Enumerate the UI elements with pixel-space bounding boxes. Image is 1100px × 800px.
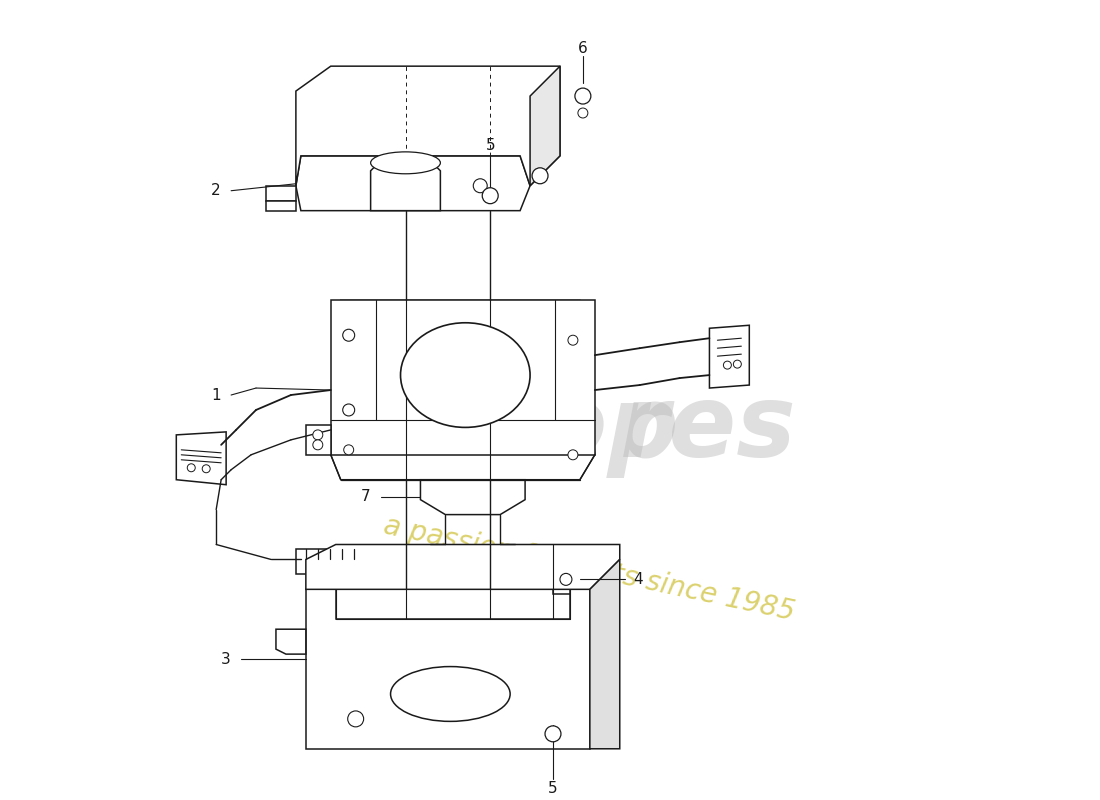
Circle shape	[343, 445, 354, 455]
Circle shape	[568, 335, 578, 345]
Circle shape	[560, 574, 572, 586]
Text: res: res	[619, 382, 796, 478]
Polygon shape	[331, 300, 595, 480]
Polygon shape	[266, 186, 296, 201]
Polygon shape	[296, 550, 371, 574]
Text: 2: 2	[211, 183, 221, 198]
Circle shape	[312, 440, 322, 450]
Polygon shape	[420, 480, 525, 514]
Circle shape	[532, 168, 548, 184]
Ellipse shape	[390, 666, 510, 722]
Polygon shape	[306, 425, 331, 455]
Polygon shape	[371, 161, 440, 210]
Circle shape	[568, 450, 578, 460]
Circle shape	[343, 330, 354, 342]
Text: 5: 5	[485, 138, 495, 154]
Polygon shape	[276, 630, 306, 654]
Circle shape	[312, 430, 322, 440]
Circle shape	[734, 360, 741, 368]
Polygon shape	[176, 432, 227, 485]
Circle shape	[544, 726, 561, 742]
Polygon shape	[296, 66, 560, 186]
Polygon shape	[553, 565, 580, 594]
Text: 1: 1	[211, 387, 221, 402]
Polygon shape	[266, 201, 296, 210]
Circle shape	[473, 178, 487, 193]
Polygon shape	[331, 300, 595, 455]
Circle shape	[482, 188, 498, 204]
Polygon shape	[590, 559, 619, 749]
Circle shape	[343, 404, 354, 416]
Circle shape	[443, 353, 487, 397]
Circle shape	[187, 464, 195, 472]
Polygon shape	[710, 326, 749, 388]
Circle shape	[575, 88, 591, 104]
Polygon shape	[530, 66, 560, 186]
Ellipse shape	[400, 322, 530, 427]
Text: a passion for parts since 1985: a passion for parts since 1985	[381, 512, 796, 626]
Text: europ: europ	[351, 382, 680, 478]
Text: 4: 4	[632, 572, 642, 587]
Polygon shape	[306, 545, 619, 590]
Text: 3: 3	[221, 651, 231, 666]
Circle shape	[724, 361, 732, 369]
Text: 6: 6	[578, 41, 587, 56]
Polygon shape	[296, 156, 530, 210]
Circle shape	[348, 711, 364, 727]
Text: 7: 7	[361, 489, 371, 504]
Text: 5: 5	[548, 781, 558, 796]
Polygon shape	[306, 590, 590, 749]
Circle shape	[578, 108, 587, 118]
Ellipse shape	[371, 152, 440, 174]
Circle shape	[202, 465, 210, 473]
